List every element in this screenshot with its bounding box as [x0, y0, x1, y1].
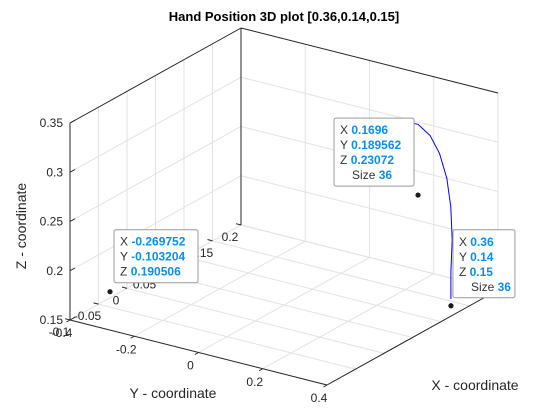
- datatip-row: X 0.1696: [340, 123, 388, 137]
- datatip-key: X: [340, 123, 351, 137]
- datatip-value: 0.189562: [351, 138, 401, 152]
- datatip-value: 0.1696: [351, 123, 388, 137]
- y-axis-line: [326, 289, 499, 386]
- tick-mark: [323, 384, 328, 388]
- datatip-key: X: [459, 235, 470, 249]
- datatip-row: Y -0.103204: [120, 250, 185, 264]
- datatip-key: Z: [459, 265, 470, 279]
- tick-mark: [121, 286, 128, 289]
- box-edge: [69, 27, 242, 124]
- tick-mark: [130, 335, 135, 339]
- datatip-box: [113, 229, 199, 284]
- tick-mark: [64, 318, 71, 321]
- tick-mark: [93, 302, 99, 305]
- datatip-value: 36: [379, 168, 393, 182]
- grid-layer: [69, 27, 499, 386]
- datatip-value: 0.23072: [351, 153, 395, 167]
- grid-line: [212, 240, 470, 307]
- grid-line: [69, 175, 242, 272]
- datatip-row: X 0.36: [459, 235, 494, 249]
- grid-line: [98, 303, 356, 370]
- y-tick-label: -0.05: [74, 309, 102, 323]
- tick-mark: [69, 316, 76, 321]
- tick-mark: [235, 223, 242, 226]
- datatip-key: Size: [352, 168, 379, 182]
- datatip-value: 0.15: [470, 265, 494, 279]
- z-tick-label: 0.35: [40, 116, 64, 130]
- x-tick-label: 0.4: [311, 391, 328, 405]
- grid-line: [126, 287, 385, 354]
- datatip-box: [333, 117, 415, 187]
- datatip-value: 0.36: [470, 235, 494, 249]
- datatip-row: Y 0.14: [459, 250, 494, 264]
- grid-line: [69, 126, 242, 222]
- datatip-value: -0.103204: [131, 250, 185, 264]
- datatip-row: Z 0.23072: [340, 153, 394, 167]
- datatip-value: 36: [498, 280, 512, 294]
- datatip-row: Size 36: [471, 280, 511, 294]
- datatip-row: Z 0.190506: [120, 265, 181, 279]
- z-tick-label: 0.2: [46, 264, 63, 278]
- datatip-row: Size 36: [352, 168, 392, 182]
- tick-mark: [69, 218, 76, 222]
- z-tick-label: 0.3: [46, 165, 63, 179]
- datatip-key: Z: [120, 265, 131, 279]
- datatip-key: Z: [340, 153, 351, 167]
- grid-line: [69, 76, 242, 173]
- datatip-key: Y: [120, 250, 131, 264]
- x-tick-label: -0.2: [116, 342, 137, 356]
- z-tick-label: 0.15: [40, 313, 64, 327]
- datatip-marker: [107, 289, 113, 295]
- x-axis-label: X - coordinate: [431, 377, 518, 393]
- axes-box: [64, 27, 499, 388]
- datatip-marker: [448, 303, 454, 309]
- x-tick-label: 0: [187, 359, 194, 373]
- datatip-value: -0.269752: [131, 235, 185, 249]
- grid-line: [240, 76, 499, 143]
- tick-mark: [69, 169, 76, 173]
- datatip-box: [452, 229, 516, 299]
- grid-line: [155, 272, 413, 338]
- z-tick-label: 0.25: [40, 215, 64, 229]
- box-edge: [240, 27, 499, 94]
- y-axis-label: Y - coordinate: [130, 385, 217, 401]
- datatip-marker: [415, 192, 421, 198]
- datatip-value: 0.190506: [131, 265, 181, 279]
- tick-mark: [69, 267, 76, 272]
- tick-mark: [207, 239, 213, 242]
- z-axis-label: Z - coordinate: [13, 183, 29, 270]
- datatip-key: Y: [459, 250, 470, 264]
- tick-mark: [258, 368, 263, 372]
- datatip-row: X -0.269752: [120, 235, 186, 249]
- grid-line: [183, 256, 442, 323]
- datatip-row: Y 0.189562: [340, 138, 402, 152]
- x-tick-label: -0.4: [52, 326, 73, 340]
- y-tick-label: 0: [113, 293, 120, 307]
- datatip-key: X: [120, 235, 131, 249]
- datatip-key: Y: [340, 138, 351, 152]
- chart-title: Hand Position 3D plot [0.36,0.14,0.15]: [169, 9, 399, 24]
- y-tick-label: 0.2: [222, 230, 239, 244]
- datatip-row: Z 0.15: [459, 265, 493, 279]
- datatip-value: 0.14: [470, 250, 494, 264]
- tick-mark: [194, 352, 199, 355]
- tick-mark: [69, 119, 76, 124]
- tick-labels: -0.4-0.200.20.40.20.150.10.050-0.05-0.10…: [40, 116, 328, 405]
- datatip-key: Size: [471, 280, 498, 294]
- x-tick-label: 0.2: [246, 375, 263, 389]
- y-tick-label: -0.1: [49, 325, 70, 339]
